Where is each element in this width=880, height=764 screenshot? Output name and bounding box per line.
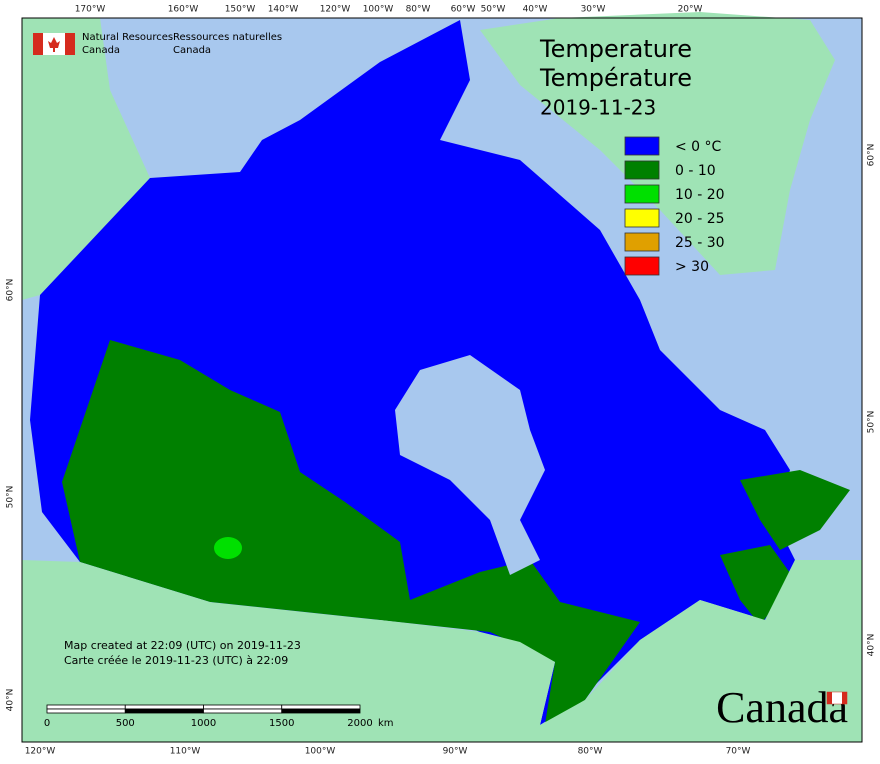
graticule-label: 80°W xyxy=(578,747,603,757)
credit: Carte créée le 2019-11-23 (UTC) à 22:09 xyxy=(64,654,288,667)
graticule-label: 50°N xyxy=(867,411,877,434)
graticule-label: 40°N xyxy=(867,634,877,657)
legend-swatch xyxy=(624,256,660,276)
region-0-10 xyxy=(62,340,640,724)
graticule-label: 40°W xyxy=(523,5,548,15)
region-0-10 xyxy=(740,470,850,550)
graticule-label: 100°W xyxy=(305,747,336,757)
graticule-label: 50°N xyxy=(6,486,16,509)
flag-band xyxy=(65,33,75,55)
graticule-labels: 170°W 160°W 150°W 140°W 120°W 100°W 80°W 60°W 50… xyxy=(6,5,877,757)
scale-unit: km xyxy=(378,718,394,729)
scale-segment xyxy=(46,708,126,714)
scale-segment xyxy=(124,704,204,710)
graticule-label: 110°W xyxy=(170,747,201,757)
agency-en: Natural Resources xyxy=(82,32,173,43)
flag-band xyxy=(827,692,832,704)
graticule-label: 160°W xyxy=(168,5,199,15)
graticule-label: 60°N xyxy=(6,279,16,302)
graticule-label: 170°W xyxy=(75,5,106,15)
graticule-label: 60°W xyxy=(451,5,476,15)
scale-segment xyxy=(281,704,361,710)
scale-label: 1500 xyxy=(269,718,294,729)
graticule-label: 90°W xyxy=(443,747,468,757)
agency-en: Canada xyxy=(82,45,120,56)
scale-segment xyxy=(124,708,204,714)
wordmark: Canada xyxy=(716,683,848,732)
region-0-10 xyxy=(720,545,795,625)
graticule-label: 140°W xyxy=(268,5,299,15)
graticule-label: 120°W xyxy=(320,5,351,15)
usa xyxy=(22,560,862,742)
legend-label: 10 - 20 xyxy=(675,187,725,203)
region-10-20 xyxy=(214,537,242,559)
graticule-label: 20°W xyxy=(678,5,703,15)
credit: Map created at 22:09 (UTC) on 2019-11-23 xyxy=(64,639,301,652)
graticule-label: 70°W xyxy=(726,747,751,757)
legend-swatch xyxy=(624,184,660,204)
graticule-label: 100°W xyxy=(363,5,394,15)
legend-label: < 0 °C xyxy=(675,139,722,155)
legend-swatch xyxy=(624,232,660,252)
scale-label: 1000 xyxy=(191,718,216,729)
hudson-bay xyxy=(395,355,545,575)
title-date: 2019-11-23 xyxy=(540,96,656,120)
flag-band xyxy=(33,33,43,55)
legend-label: > 30 xyxy=(675,259,709,275)
legend-label: 0 - 10 xyxy=(675,163,716,179)
title-fr: Température xyxy=(539,64,692,92)
graticule-label: 80°W xyxy=(406,5,431,15)
scale-segment xyxy=(203,708,283,714)
scale-label: 0 xyxy=(44,718,50,729)
legend-label: 25 - 30 xyxy=(675,235,725,251)
legend-swatch xyxy=(624,160,660,180)
graticule-label: 120°W xyxy=(25,747,56,757)
maple-leaf xyxy=(48,37,60,52)
flag-band xyxy=(842,692,847,704)
scale-segment xyxy=(281,708,361,714)
legend: < 0 °C 0 - 10 10 - 20 20 - 25 25 - 30 > 30 xyxy=(624,136,725,276)
scale-segment xyxy=(46,704,126,710)
legend-swatch xyxy=(624,136,660,156)
scale-label: 2000 xyxy=(347,718,372,729)
graticule-label: 40°N xyxy=(6,689,16,712)
scale-label: 500 xyxy=(116,718,135,729)
scale-segment xyxy=(203,704,283,710)
agency-fr: Canada xyxy=(173,45,211,56)
nrcan-signature: Natural Resources Canada Ressources natu… xyxy=(33,32,282,56)
scale-bar: 0 500 1000 1500 2000 km xyxy=(44,704,394,729)
alaska xyxy=(22,18,150,300)
graticule-label: 60°N xyxy=(867,144,877,167)
legend-swatch xyxy=(624,208,660,228)
title-en: Temperature xyxy=(539,35,692,63)
map-frame xyxy=(21,17,863,743)
legend-label: 20 - 25 xyxy=(675,211,725,227)
graticule-label: 30°W xyxy=(581,5,606,15)
agency-fr: Ressources naturelles xyxy=(173,32,282,43)
graticule-label: 50°W xyxy=(481,5,506,15)
graticule-label: 150°W xyxy=(225,5,256,15)
